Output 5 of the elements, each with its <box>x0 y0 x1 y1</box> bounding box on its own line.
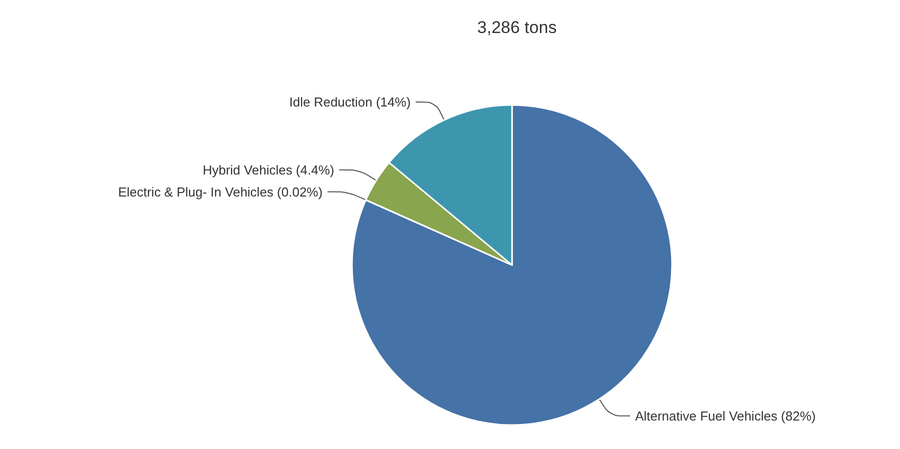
slice-label: Electric & Plug- In Vehicles (0.02%) <box>118 184 323 200</box>
slice-label: Hybrid Vehicles (4.4%) <box>202 162 334 178</box>
chart-title: 3,286 tons <box>477 18 557 37</box>
slice-label: Alternative Fuel Vehicles (82%) <box>635 408 816 424</box>
slice-label: Idle Reduction (14%) <box>289 94 411 110</box>
